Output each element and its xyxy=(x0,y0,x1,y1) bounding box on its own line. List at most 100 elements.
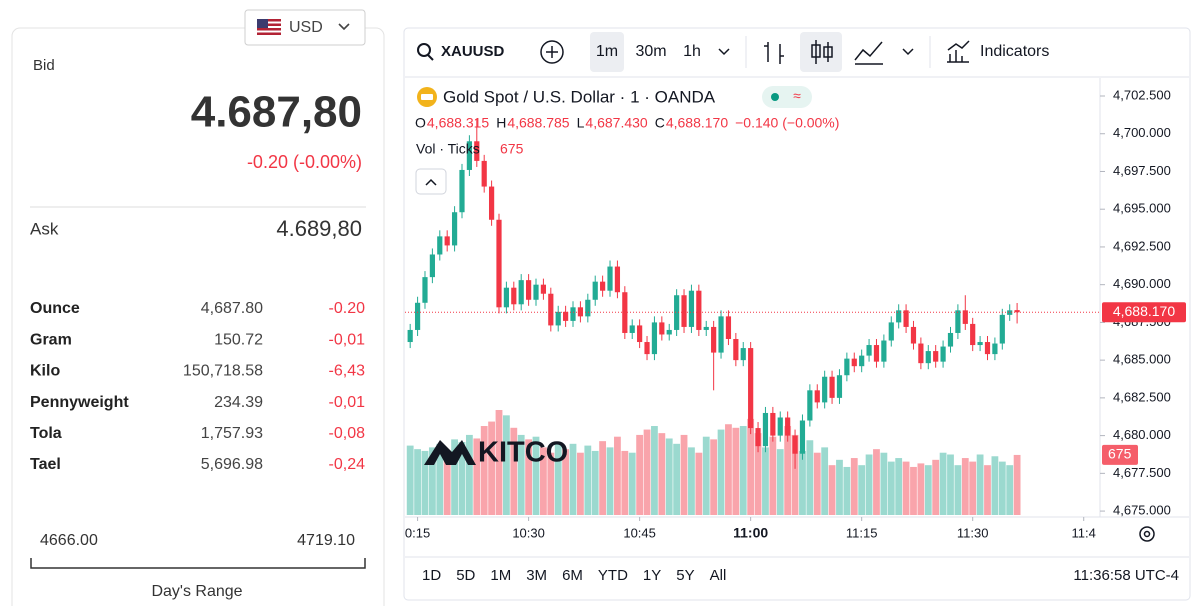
volume-bar xyxy=(739,426,747,515)
candle-body xyxy=(748,348,754,429)
bar-style-icon[interactable] xyxy=(764,42,784,64)
candle-body xyxy=(629,325,635,333)
volume-bar xyxy=(717,429,725,515)
interval[interactable]: 1h xyxy=(683,43,701,60)
candle-body xyxy=(799,420,806,454)
volume-bar xyxy=(961,458,969,515)
volume-bar xyxy=(443,452,451,515)
volume-bar xyxy=(606,447,614,515)
interval[interactable]: 30m xyxy=(635,43,666,60)
range-button[interactable]: 5D xyxy=(456,567,475,584)
volume-value: 675 xyxy=(500,141,524,157)
last-price-box xyxy=(1102,302,1186,323)
volume-bar xyxy=(873,449,880,515)
range-button[interactable]: 1Y xyxy=(643,567,661,584)
candle-body xyxy=(851,358,857,367)
volume-bar xyxy=(732,427,740,515)
range-button[interactable]: 1M xyxy=(490,567,511,584)
candle-body xyxy=(414,302,421,330)
metal-unit: Tael xyxy=(30,456,61,473)
volume-bar xyxy=(451,439,458,515)
volume-bar xyxy=(599,441,607,515)
candle-body xyxy=(814,390,820,403)
ask-price: 4.689,80 xyxy=(276,216,362,241)
volume-bar xyxy=(643,429,651,515)
candle-body xyxy=(888,322,894,341)
candle-body xyxy=(614,266,621,293)
settings-icon[interactable] xyxy=(1139,526,1155,542)
range-button[interactable]: 3M xyxy=(526,567,547,584)
interval[interactable]: 1m xyxy=(596,43,618,60)
range-button[interactable]: 6M xyxy=(562,567,583,584)
x-tick-label: 11:30 xyxy=(957,525,989,540)
candle-body xyxy=(585,299,591,317)
candle-body xyxy=(518,280,524,305)
metal-price: 150.72 xyxy=(214,331,263,348)
collapse-button[interactable] xyxy=(415,168,447,195)
candle-body xyxy=(703,326,709,330)
currency-button[interactable] xyxy=(244,9,366,46)
range-button[interactable]: 1D xyxy=(422,567,441,584)
x-tick-label: 10:45 xyxy=(623,525,656,540)
bid-price: 4.687,80 xyxy=(191,88,362,137)
volume-bar xyxy=(584,445,592,515)
metal-unit: Gram xyxy=(30,331,72,348)
chevron[interactable] xyxy=(718,48,730,56)
candle-body xyxy=(947,332,954,347)
candle-body xyxy=(770,412,776,436)
volume-bar xyxy=(540,447,547,515)
candle-body xyxy=(866,345,872,356)
volume-bar xyxy=(480,426,488,515)
range-caption: Day's Range xyxy=(151,583,242,600)
y-tick-label: 4,692.500 xyxy=(1113,238,1171,253)
volume-bar xyxy=(784,426,792,515)
y-tick-label: 4,680.000 xyxy=(1113,427,1171,442)
volume-bar xyxy=(939,452,947,515)
candle-body xyxy=(903,310,909,327)
candle-body xyxy=(444,236,450,246)
range-button[interactable]: YTD xyxy=(598,567,628,584)
volume-bar xyxy=(562,449,570,515)
candle-body xyxy=(822,376,828,403)
candle-body xyxy=(762,412,769,447)
candle-body xyxy=(844,358,850,376)
candle-body xyxy=(896,310,902,323)
candle-style-active[interactable] xyxy=(800,32,842,72)
range-button[interactable]: All xyxy=(710,567,727,584)
volume-bar xyxy=(998,461,1006,515)
indicators-button[interactable]: Indicators xyxy=(980,43,1049,60)
x-tick-label: 11:00 xyxy=(733,525,768,541)
volume-bar xyxy=(924,465,932,515)
range-button[interactable]: 5Y xyxy=(676,567,694,584)
search-icon[interactable] xyxy=(417,43,434,61)
candle-body xyxy=(570,307,576,321)
status-dot xyxy=(771,93,779,101)
candle-body xyxy=(711,326,717,353)
volume-bar xyxy=(428,447,436,515)
status-pill xyxy=(762,86,812,108)
us-flag xyxy=(257,19,281,35)
symbol[interactable]: XAUUSD xyxy=(441,43,505,60)
bid-label: Bid xyxy=(33,57,55,74)
chart-title: Gold Spot / U.S. Dollar · 1 · OANDA xyxy=(443,87,716,106)
compare-button[interactable] xyxy=(540,40,564,64)
volume-bar xyxy=(754,433,762,515)
ask-label: Ask xyxy=(30,219,59,238)
candle-body xyxy=(674,295,680,330)
volume-bar xyxy=(791,434,799,515)
candle-body xyxy=(688,290,695,327)
chevron[interactable] xyxy=(902,48,914,56)
candle-body xyxy=(940,346,946,362)
interval-active xyxy=(590,32,624,72)
candle-body xyxy=(600,281,606,291)
area-style-icon[interactable] xyxy=(854,41,883,65)
candle-body xyxy=(659,322,665,335)
candle-body xyxy=(681,295,687,327)
candle-body xyxy=(829,376,835,398)
volume-bar xyxy=(747,418,755,515)
candle-body xyxy=(548,293,554,326)
ohlc-key: H xyxy=(496,115,506,131)
candle-body xyxy=(577,307,584,317)
watermark: KITCO xyxy=(478,437,568,469)
indicators-icon[interactable] xyxy=(947,40,970,63)
